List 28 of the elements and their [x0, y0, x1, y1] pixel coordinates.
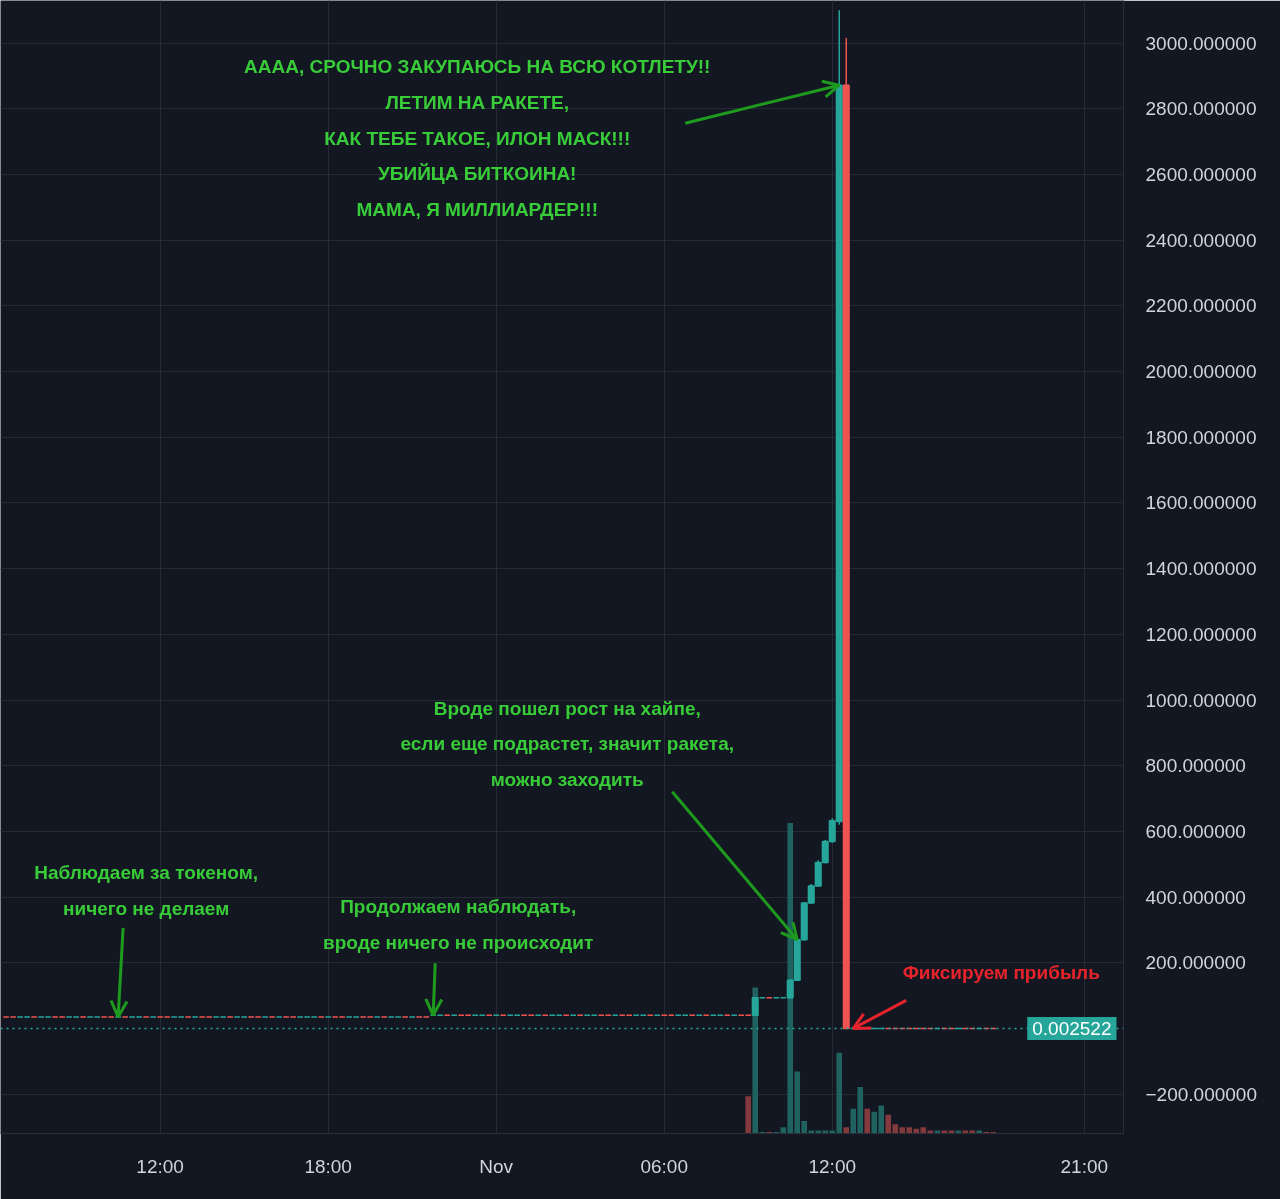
y-tick-label: 1400.000000: [1145, 558, 1257, 580]
x-tick-label: 12:00: [808, 1155, 857, 1177]
y-tick-label: −200.000000: [1145, 1083, 1257, 1105]
x-tick-label: 18:00: [304, 1155, 352, 1177]
y-tick-label: 2600.000000: [1145, 164, 1257, 186]
y-tick-label: 400.000000: [1145, 886, 1246, 908]
x-tick-label: 21:00: [1060, 1155, 1109, 1177]
y-tick-label: 3000.000000: [1145, 32, 1257, 54]
y-tick-label: 1200.000000: [1145, 623, 1257, 645]
y-tick-label: 2000.000000: [1145, 361, 1257, 383]
x-tick-label: 06:00: [640, 1155, 688, 1177]
y-tick-label: 200.000000: [1145, 952, 1246, 974]
annotation: Продолжаем наблюдать, вроде ничего не происходит: [323, 896, 594, 953]
y-tick-label: 600.000000: [1145, 820, 1246, 842]
annotation: Фиксируем прибыль: [902, 962, 1100, 984]
y-tick-label: 2200.000000: [1145, 295, 1257, 317]
y-tick-label: 800.000000: [1145, 755, 1246, 777]
y-tick-label: 1000.000000: [1145, 689, 1257, 711]
y-tick-label: 1600.000000: [1145, 492, 1257, 514]
y-tick-label: 2800.000000: [1145, 98, 1257, 120]
annotation: Вроде пошел рост на хайпе, если еще подрастет, значит ракета, можно заходить: [400, 697, 735, 791]
y-tick-label: 2400.000000: [1145, 229, 1257, 251]
annotation: АААА, СРОЧНО ЗАКУПАЮСЬ НА ВСЮ КОТЛЕТУ!! ЛЕТИМ НА РАКЕТЕ, КАК ТЕБЕ ТАКОЕ, ИЛОН МАСК!!! УБИЙЦА БИТКОИНА! МАМА, Я МИЛЛИАРДЕР!!!: [244, 56, 711, 221]
ref-line-label: 0.002522: [1032, 1017, 1112, 1039]
x-tick-label: 12:00: [136, 1155, 184, 1177]
y-tick-label: 1800.000000: [1145, 426, 1257, 448]
annotation: Наблюдаем за токеном, ничего не делаем: [34, 861, 259, 919]
x-tick-label: Nov: [479, 1155, 514, 1177]
